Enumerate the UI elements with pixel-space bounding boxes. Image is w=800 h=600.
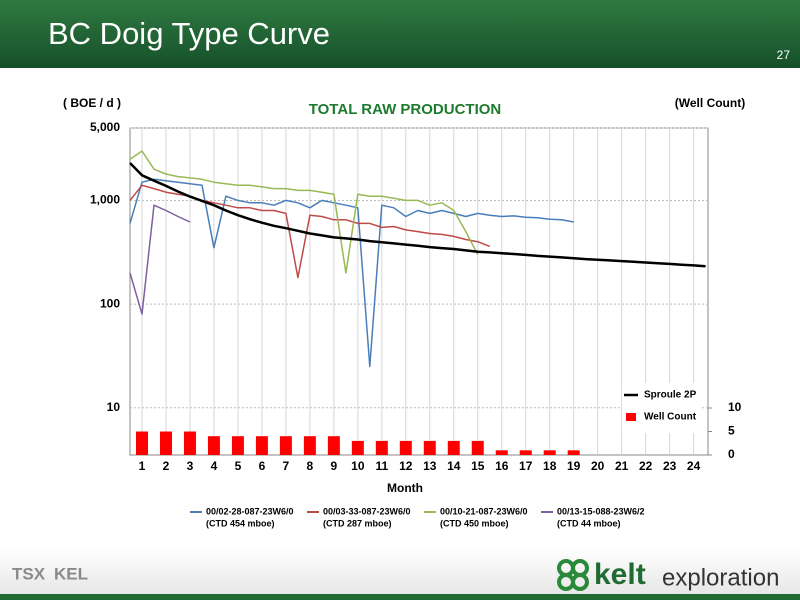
x-tick-label: 9	[331, 459, 338, 473]
well-count-bar	[423, 440, 436, 455]
y2-tick-label: 5	[728, 424, 735, 438]
legend-box	[622, 383, 702, 433]
logo-knot	[557, 559, 589, 591]
well-count-bar	[447, 440, 460, 455]
legend-label: 00/02-28-087-23W6/0	[206, 506, 294, 516]
y-tick-label: 1,000	[90, 193, 120, 207]
x-tick-label: 12	[399, 459, 413, 473]
well-count-bar	[279, 436, 292, 455]
exchange: TSX	[12, 564, 46, 583]
y2-axis-label: (Well Count)	[675, 96, 745, 110]
legend-label: 00/03-33-087-23W6/0	[323, 506, 411, 516]
y-axis-label: ( BOE / d )	[63, 96, 121, 110]
well-count-bar	[159, 431, 172, 455]
well-count-bar	[495, 450, 508, 455]
x-tick-label: 6	[259, 459, 266, 473]
y-tick-label: 5,000	[90, 120, 120, 134]
legend-swatch	[626, 413, 636, 421]
plot	[129, 127, 708, 455]
tagline: exploration	[662, 564, 779, 591]
header-band	[0, 0, 800, 68]
x-tick-label: 23	[663, 459, 677, 473]
x-tick-label: 22	[639, 459, 653, 473]
page-number: 27	[777, 48, 791, 62]
slide-title: BC Doig Type Curve	[48, 16, 330, 51]
series-line	[129, 204, 191, 315]
legend-note: (CTD 450 mboe)	[440, 518, 509, 528]
x-tick-label: 24	[687, 459, 701, 473]
legend-note: (CTD 454 mboe)	[206, 518, 275, 528]
tsx-logo: TSX KEL	[12, 564, 88, 583]
company: kelt	[594, 558, 646, 591]
x-tick-label: 4	[211, 459, 218, 473]
x-tick-label: 13	[423, 459, 437, 473]
well-count-bar	[567, 450, 580, 455]
series-line	[129, 150, 479, 274]
legend-label: 00/13-15-088-23W6/2	[557, 506, 645, 516]
well-count-bar	[471, 440, 484, 455]
well-count-bar	[399, 440, 412, 455]
series-line	[129, 178, 574, 368]
x-tick-label: 7	[283, 459, 290, 473]
well-count-bar	[519, 450, 532, 455]
x-tick-label: 17	[519, 459, 533, 473]
well-count-bar	[327, 436, 340, 455]
y2-tick-label: 10	[728, 400, 742, 414]
chart-title: TOTAL RAW PRODUCTION	[309, 101, 502, 118]
x-tick-label: 10	[351, 459, 365, 473]
legend-label: Well Count	[644, 412, 697, 423]
x-tick-label: 18	[543, 459, 557, 473]
x-tick-label: 16	[495, 459, 509, 473]
legend-note: (CTD 287 mboe)	[323, 518, 392, 528]
well-count-bar	[135, 431, 148, 455]
x-tick-label: 3	[187, 459, 194, 473]
y-tick-label: 100	[100, 296, 120, 310]
x-tick-label: 14	[447, 459, 461, 473]
y2-tick-label: 0	[728, 447, 735, 461]
x-tick-label: 20	[591, 459, 605, 473]
footer-band	[0, 548, 800, 596]
ticker: KEL	[54, 564, 88, 583]
well-count-bar	[543, 450, 556, 455]
legend-note: (CTD 44 mboe)	[557, 518, 621, 528]
well-count-bar	[183, 431, 196, 455]
x-tick-label: 15	[471, 459, 485, 473]
well-count-bar	[207, 436, 220, 455]
well-count-bar	[303, 436, 316, 455]
x-tick-label: 21	[615, 459, 629, 473]
x-tick-label: 1	[139, 459, 146, 473]
legend-label: 00/10-21-087-23W6/0	[440, 506, 528, 516]
legend-label: Sproule 2P	[644, 390, 697, 401]
footer-line	[0, 594, 800, 600]
well-count-bar	[351, 440, 364, 455]
x-tick-label: 8	[307, 459, 314, 473]
kelt-logo: kelt exploration	[557, 558, 779, 591]
x-tick-label: 11	[375, 459, 388, 473]
x-tick-label: 2	[163, 459, 170, 473]
x-axis-label: Month	[387, 481, 423, 495]
series-line	[129, 162, 706, 268]
well-count-bar	[375, 440, 388, 455]
well-count-bar	[231, 436, 244, 455]
x-tick-label: 19	[567, 459, 581, 473]
x-tick-label: 5	[235, 459, 242, 473]
well-count-bar	[255, 436, 268, 455]
y-tick-label: 10	[107, 400, 121, 414]
